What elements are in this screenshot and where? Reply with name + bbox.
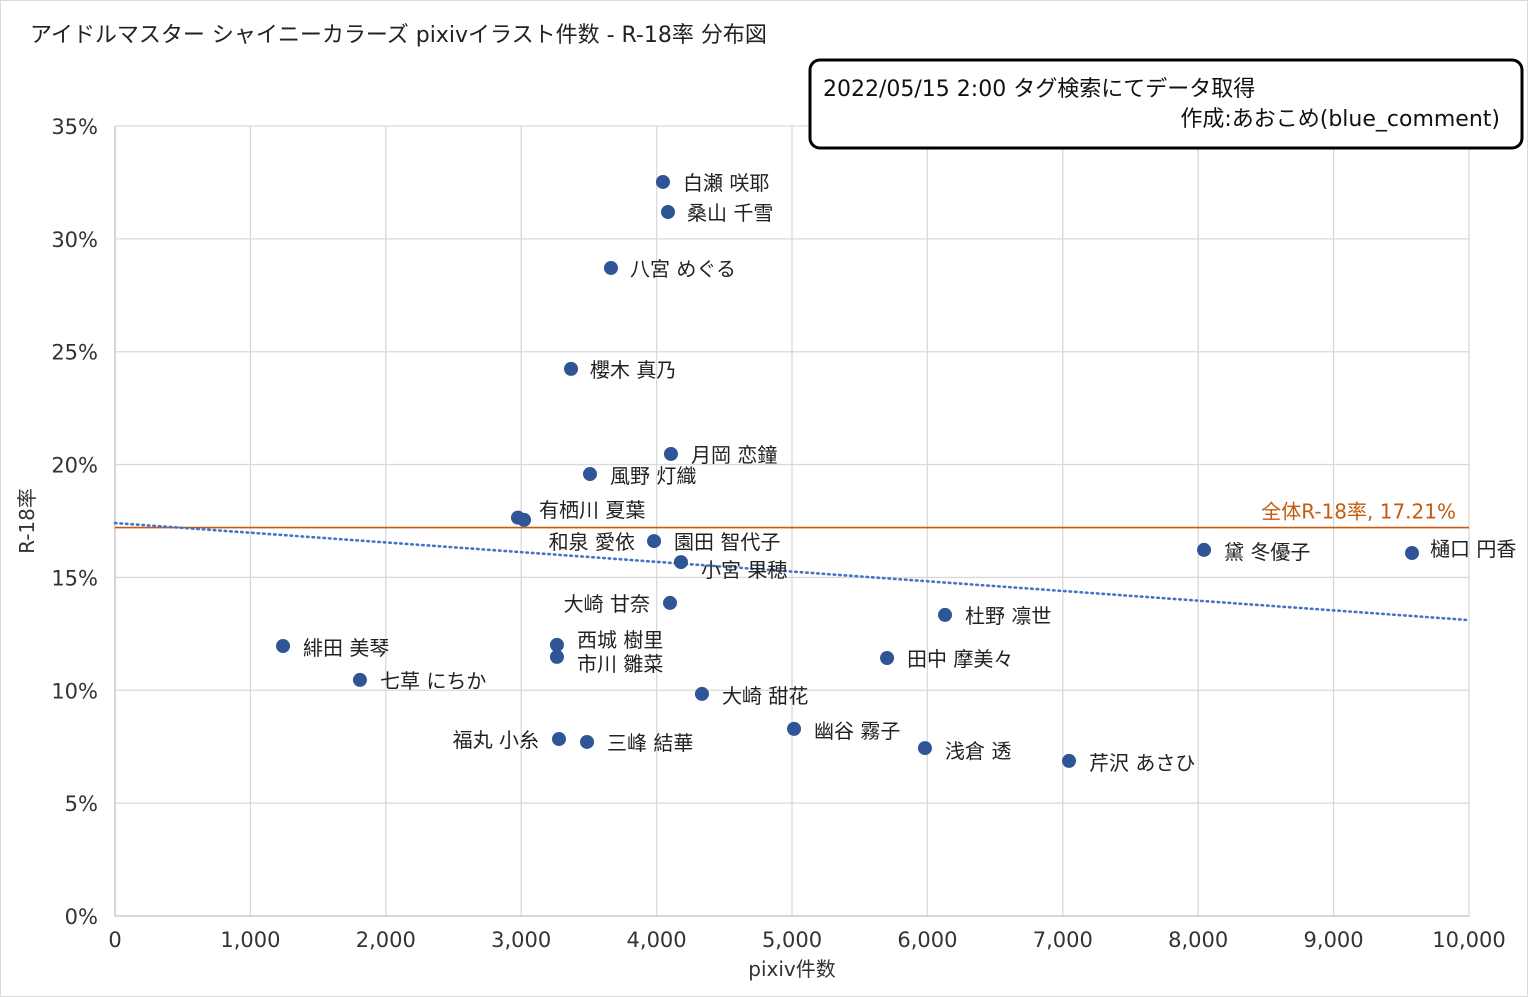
- y-tick-label: 5%: [65, 792, 98, 816]
- data-point: [276, 639, 291, 654]
- data-label: 和泉 愛依: [549, 530, 635, 554]
- data-label: 杜野 凛世: [965, 604, 1051, 628]
- x-tick-label: 0: [108, 928, 121, 952]
- data-label: 市川 雛菜: [577, 652, 663, 676]
- y-tick-label: 0%: [65, 905, 98, 929]
- y-tick-label: 30%: [51, 228, 98, 252]
- x-tick-label: 10,000: [1432, 928, 1505, 952]
- data-point: [551, 732, 566, 747]
- y-tick-label: 20%: [51, 454, 98, 478]
- data-point: [673, 555, 688, 570]
- data-label: 小宮 果穂: [701, 558, 787, 582]
- x-axis-label: pixiv件数: [748, 957, 835, 981]
- data-point: [549, 637, 564, 652]
- data-point: [1404, 546, 1419, 561]
- data-point: [549, 649, 564, 664]
- data-label: 黛 冬優子: [1224, 540, 1310, 564]
- data-point: [917, 741, 932, 756]
- lines: 全体R-18率, 17.21%: [113, 500, 1471, 622]
- data-label: 大崎 甘奈: [564, 592, 650, 616]
- data-label: 桑山 千雪: [687, 201, 773, 225]
- data-point: [938, 607, 953, 622]
- note-line-1: 2022/05/15 2:00 タグ検索にてデータ取得: [823, 77, 1255, 102]
- data-point: [517, 512, 532, 527]
- data-label: 西城 樹里: [577, 628, 663, 652]
- y-tick-label: 35%: [51, 115, 98, 139]
- data-label: 芹沢 あさひ: [1089, 751, 1195, 775]
- note-line-2: 作成:あおこめ(blue_comment): [1180, 107, 1500, 132]
- data-label: 櫻木 真乃: [590, 358, 676, 382]
- data-label: 大崎 甜花: [722, 684, 808, 708]
- data-point: [580, 734, 595, 749]
- data-point: [1062, 753, 1077, 768]
- chart-title: アイドルマスター シャイニーカラーズ pixivイラスト件数 - R-18率 分…: [30, 23, 767, 48]
- note-box: [808, 58, 1524, 150]
- data-label: 八宮 めぐる: [630, 257, 736, 281]
- data-label: 風野 灯織: [610, 464, 696, 488]
- data-point: [787, 721, 802, 736]
- data-label: 園田 智代子: [674, 530, 780, 554]
- y-axis-label: R-18率: [15, 488, 39, 554]
- data-label: 緋田 美琴: [303, 636, 389, 660]
- data-label: 白瀬 咲耶: [683, 171, 769, 195]
- x-tick-label: 7,000: [1033, 928, 1093, 952]
- axes: 0 1,000 2,000 3,000 4,000 5,000 6,000 7,000 8,00…: [51, 115, 1505, 952]
- x-tick-label: 9,000: [1304, 928, 1364, 952]
- data-point: [655, 174, 670, 189]
- data-label: 浅倉 透: [945, 739, 1011, 763]
- data-label: 七草 にちか: [380, 669, 486, 693]
- x-tick-label: 8,000: [1168, 928, 1228, 952]
- x-tick-label: 6,000: [897, 928, 957, 952]
- data-label: 田中 摩美々: [907, 647, 1013, 671]
- gridlines: [114, 125, 1470, 917]
- data-point: [647, 534, 662, 549]
- data-point: [880, 651, 895, 666]
- data-point: [582, 467, 597, 482]
- x-tick-label: 4,000: [627, 928, 687, 952]
- data-point: [1197, 542, 1212, 557]
- overall-r18-label: 全体R-18率, 17.21%: [1261, 500, 1456, 524]
- data-label: 幽谷 霧子: [814, 719, 900, 743]
- y-tick-label: 10%: [51, 679, 98, 703]
- data-point: [694, 686, 709, 701]
- data-point: [564, 361, 579, 376]
- data-point: [663, 595, 678, 610]
- x-tick-label: 1,000: [220, 928, 280, 952]
- x-tick-label: 5,000: [762, 928, 822, 952]
- trendline: [113, 521, 1471, 622]
- data-label: 有栖川 夏葉: [539, 498, 645, 522]
- data-point: [603, 260, 618, 275]
- data-label: 三峰 結華: [607, 731, 693, 755]
- y-tick-label: 25%: [51, 341, 98, 365]
- y-tick-label: 15%: [51, 566, 98, 590]
- data-point: [663, 446, 678, 461]
- data-point: [352, 672, 367, 687]
- data-point: [660, 204, 675, 219]
- data-label: 福丸 小糸: [453, 728, 539, 752]
- data-label: 樋口 円香: [1430, 537, 1516, 561]
- data-label: 月岡 恋鐘: [691, 443, 777, 467]
- x-tick-label: 3,000: [491, 928, 551, 952]
- x-tick-label: 2,000: [356, 928, 416, 952]
